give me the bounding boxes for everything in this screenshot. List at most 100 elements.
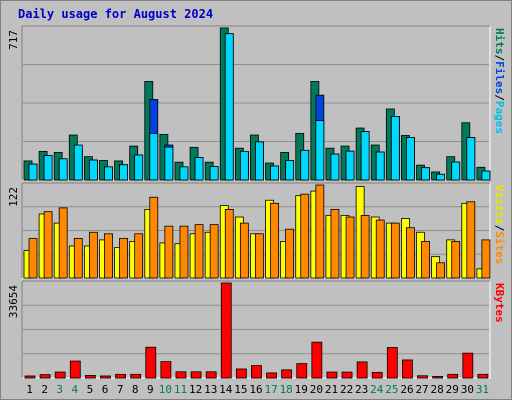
bar-sites <box>255 233 264 279</box>
bar-kbytes <box>69 360 81 379</box>
bar-sites <box>330 208 340 279</box>
bar-kbytes <box>402 359 413 379</box>
bar-pages <box>300 149 310 181</box>
bar-pages <box>421 167 430 181</box>
bar-kbytes <box>130 373 142 379</box>
bar-pages <box>164 146 174 181</box>
day-label: 28 <box>431 383 444 396</box>
bar-kbytes <box>281 369 293 379</box>
day-label: 21 <box>325 383 338 396</box>
bar-sites <box>390 222 400 279</box>
bar-kbytes <box>160 361 172 379</box>
legend-separator: / <box>493 225 506 232</box>
day-label: 1 <box>26 383 33 396</box>
y-max-label: 33654 <box>7 285 20 318</box>
bar-pages <box>104 166 113 181</box>
bar-kbytes <box>296 363 308 379</box>
legend-label: Visits/Sites <box>493 185 506 265</box>
bar-kbytes <box>54 371 66 379</box>
day-label: 4 <box>72 383 79 396</box>
bar-sites <box>315 184 325 279</box>
day-label: 11 <box>174 383 187 396</box>
bar-pages <box>481 170 491 181</box>
bar-kbytes <box>100 375 111 379</box>
bar-sites <box>360 215 370 279</box>
legend-label: KBytes <box>493 283 506 323</box>
bar-kbytes <box>115 373 126 379</box>
bar-sites <box>88 231 98 279</box>
bar-sites <box>73 237 83 279</box>
legend-pages: Pages <box>493 101 506 134</box>
bar-kbytes <box>417 375 428 379</box>
bar-pages <box>194 157 204 181</box>
legend-separator: / <box>493 55 506 62</box>
legend-label: Hits/Files/Pages <box>493 28 506 134</box>
bar-sites <box>466 201 476 279</box>
bar-pages <box>330 153 340 181</box>
day-label: 10 <box>159 383 172 396</box>
chart-panel-2: 122 Visits/Sites <box>7 182 506 279</box>
bar-kbytes <box>462 352 474 379</box>
bar-pages <box>224 33 234 181</box>
bar-pages <box>73 144 83 181</box>
bar-sites <box>104 233 113 279</box>
bar-kbytes <box>145 346 157 379</box>
day-label: 20 <box>310 383 323 396</box>
day-label: 6 <box>102 383 109 396</box>
day-label: 17 <box>264 383 277 396</box>
day-label: 30 <box>461 383 474 396</box>
day-label: 3 <box>56 383 63 396</box>
y-max-label: 717 <box>7 30 20 50</box>
day-label: 18 <box>280 383 293 396</box>
bar-pages <box>345 150 355 181</box>
y-max-label: 122 <box>7 187 20 207</box>
bar-sites <box>119 237 128 279</box>
bar-sites <box>300 193 310 279</box>
bar-kbytes <box>220 282 232 379</box>
bar-pages <box>285 160 295 181</box>
day-label: 14 <box>219 383 233 396</box>
day-label: 26 <box>400 383 413 396</box>
legend-sites: Sites <box>493 231 506 264</box>
bar-pages <box>179 166 189 181</box>
day-label: 27 <box>415 383 428 396</box>
bar-pages <box>360 131 370 181</box>
chart-panel-1: 717 Hits/Files/Pages <box>7 25 506 181</box>
bar-sites <box>43 211 53 279</box>
bar-sites <box>239 222 249 279</box>
day-label: 13 <box>204 383 217 396</box>
bar-sites <box>481 239 491 279</box>
bar-kbytes <box>477 373 489 379</box>
day-label: 5 <box>87 383 94 396</box>
bar-sites <box>270 202 279 279</box>
bar-pages <box>28 163 38 181</box>
bar-kbytes <box>371 371 383 379</box>
day-label: 7 <box>117 383 124 396</box>
bar-kbytes <box>326 371 338 379</box>
bar-pages <box>239 150 249 181</box>
bar-pages <box>466 137 476 181</box>
legend-separator: / <box>493 94 506 101</box>
bar-pages <box>134 154 144 181</box>
bar-sites <box>209 224 219 279</box>
bar-pages <box>209 166 219 181</box>
bar-kbytes <box>311 341 323 379</box>
bar-pages <box>406 137 415 181</box>
day-label: 24 <box>370 383 384 396</box>
bar-sites <box>179 225 189 279</box>
bar-sites <box>164 225 174 279</box>
day-label: 22 <box>340 383 353 396</box>
day-label: 15 <box>234 383 247 396</box>
bar-sites <box>149 196 159 279</box>
bar-kbytes <box>24 375 36 379</box>
bar-sites <box>285 228 295 279</box>
bar-pages <box>315 120 325 181</box>
day-label: 16 <box>249 383 262 396</box>
bar-kbytes <box>341 371 353 379</box>
day-label: 12 <box>189 383 202 396</box>
bar-sites <box>134 233 144 279</box>
bar-sites <box>28 237 38 279</box>
bar-kbytes <box>386 347 398 379</box>
bar-pages <box>375 151 385 181</box>
